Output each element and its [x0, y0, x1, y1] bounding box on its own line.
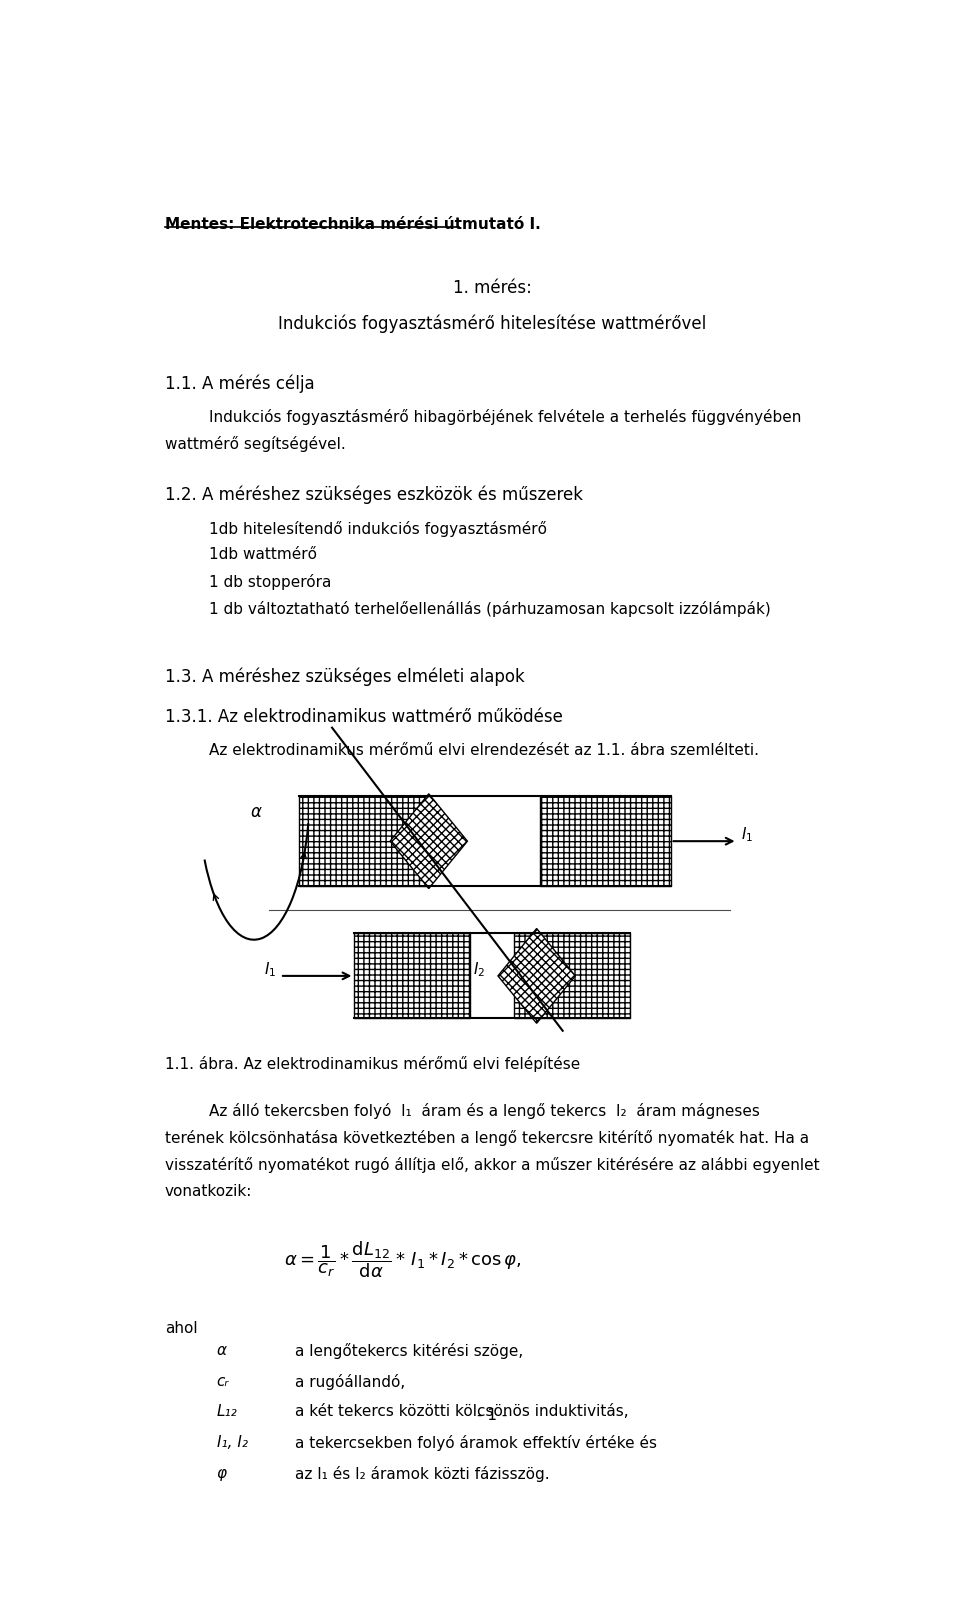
Bar — [540, 797, 670, 886]
Text: a két tekercs közötti kölcsönös induktivitás,: a két tekercs közötti kölcsönös induktiv… — [295, 1405, 629, 1419]
Text: a tekercsekben folyó áramok effektív értéke és: a tekercsekben folyó áramok effektív ért… — [295, 1435, 657, 1452]
Text: 1.1. ábra. Az elektrodinamikus mérőmű elvi felépítése: 1.1. ábra. Az elektrodinamikus mérőmű el… — [165, 1056, 580, 1072]
Text: 1.3. A méréshez szükséges elméleti alapok: 1.3. A méréshez szükséges elméleti alapo… — [165, 667, 524, 687]
Text: 1.2. A méréshez szükséges eszközök és műszerek: 1.2. A méréshez szükséges eszközök és mű… — [165, 486, 583, 504]
Text: Az elektrodinamikus mérőmű elvi elrendezését az 1.1. ábra szemlélteti.: Az elektrodinamikus mérőmű elvi elrendez… — [209, 742, 759, 758]
Bar — [299, 797, 429, 886]
Text: Indukciós fogyasztásmérő hibagörbéjének felvétele a terhelés függvényében: Indukciós fogyasztásmérő hibagörbéjének … — [209, 408, 802, 424]
Text: $I_1$: $I_1$ — [264, 961, 276, 978]
Text: 1 db változtatható terhelőellenállás (párhuzamosan kapcsolt izzólámpák): 1 db változtatható terhelőellenállás (pá… — [209, 601, 771, 617]
Text: I₁, I₂: I₁, I₂ — [217, 1435, 248, 1450]
Polygon shape — [498, 928, 575, 1024]
Text: terének kölcsönhatása következtében a lengő tekercsre kitérítő nyomaték hat. Ha : terének kölcsönhatása következtében a le… — [165, 1131, 808, 1145]
Text: 1.1. A mérés célja: 1.1. A mérés célja — [165, 374, 314, 392]
Text: ahol: ahol — [165, 1320, 197, 1336]
Text: α: α — [217, 1343, 227, 1358]
Text: 1db hitelesítendő indukciós fogyasztásmérő: 1db hitelesítendő indukciós fogyasztásmé… — [209, 520, 547, 536]
Text: vonatkozik:: vonatkozik: — [165, 1184, 252, 1199]
Text: Indukciós fogyasztásmérő hitelesítése wattmérővel: Indukciós fogyasztásmérő hitelesítése wa… — [277, 314, 707, 332]
Text: $\alpha = \dfrac{1}{c_r}*\dfrac{\mathrm{d}L_{12}}{\mathrm{d}\alpha}*\,I_1*I_2*\c: $\alpha = \dfrac{1}{c_r}*\dfrac{\mathrm{… — [284, 1239, 521, 1280]
Text: cᵣ: cᵣ — [217, 1374, 229, 1388]
Polygon shape — [390, 794, 468, 889]
Text: wattmérő segítségével.: wattmérő segítségével. — [165, 436, 346, 452]
Bar — [354, 933, 469, 1019]
Text: Mentes: Elektrotechnika mérési útmutató I.: Mentes: Elektrotechnika mérési útmutató … — [165, 217, 540, 232]
Text: 1. mérés:: 1. mérés: — [452, 279, 532, 296]
Text: Az álló tekercsben folyó  I₁  áram és a lengő tekercs  I₂  áram mágneses: Az álló tekercsben folyó I₁ áram és a le… — [209, 1103, 760, 1119]
Text: $\alpha$: $\alpha$ — [251, 802, 263, 820]
Text: 1 db stopperóra: 1 db stopperóra — [209, 573, 331, 590]
Text: az I₁ és I₂ áramok közti fázisszög.: az I₁ és I₂ áramok közti fázisszög. — [295, 1466, 549, 1482]
Text: visszatérítő nyomatékot rugó állítja elő, akkor a műszer kitérésére az alábbi eg: visszatérítő nyomatékot rugó állítja elő… — [165, 1157, 819, 1173]
Text: φ: φ — [217, 1466, 227, 1481]
Text: L₁₂: L₁₂ — [217, 1405, 237, 1419]
Text: - 1 -: - 1 - — [477, 1408, 507, 1422]
Text: 1.3.1. Az elektrodinamikus wattmérő működése: 1.3.1. Az elektrodinamikus wattmérő műkö… — [165, 708, 563, 726]
Text: $I_1$: $I_1$ — [741, 826, 754, 844]
Text: 1db wattmérő: 1db wattmérő — [209, 548, 317, 562]
Bar — [515, 933, 630, 1019]
Text: a rugóállandó,: a rugóállandó, — [295, 1374, 405, 1390]
Text: a lengőtekercs kitérési szöge,: a lengőtekercs kitérési szöge, — [295, 1343, 523, 1359]
Text: $I_2$: $I_2$ — [473, 961, 486, 978]
